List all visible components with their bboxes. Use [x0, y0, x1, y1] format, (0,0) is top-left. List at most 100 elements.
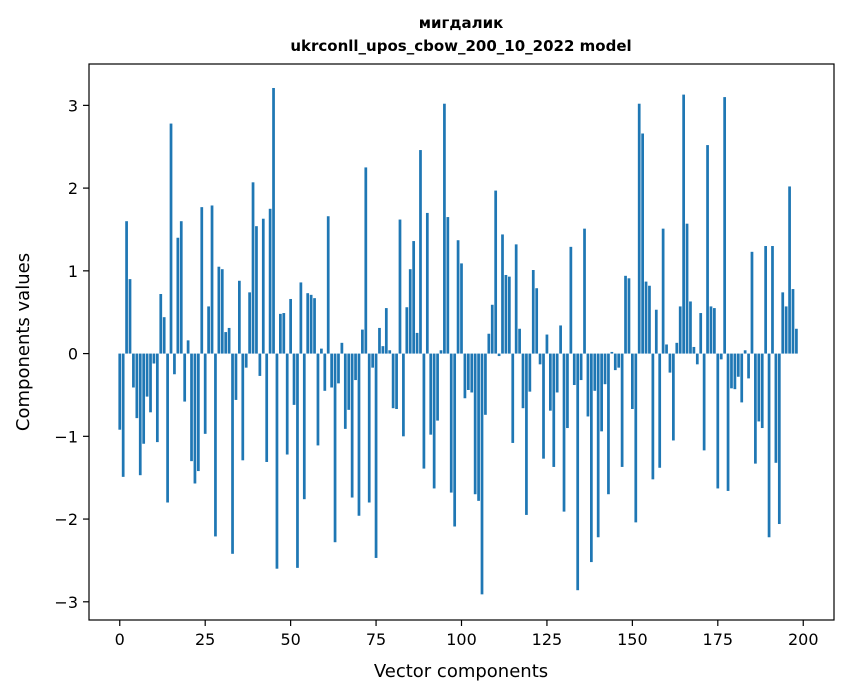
bar — [282, 313, 286, 354]
bar — [747, 353, 750, 379]
bar — [128, 279, 132, 354]
bar — [449, 353, 453, 493]
bar — [384, 308, 388, 354]
bar — [706, 145, 709, 354]
bar — [179, 221, 183, 354]
bar — [470, 353, 474, 393]
bar — [292, 353, 296, 405]
bar — [155, 353, 159, 443]
bar — [774, 353, 778, 463]
y-tick-label: −1 — [54, 427, 78, 446]
bar — [118, 353, 122, 430]
bar — [576, 353, 580, 591]
x-tick-label: 0 — [115, 630, 125, 649]
bar — [347, 353, 351, 410]
bar — [484, 353, 487, 415]
bar — [654, 309, 658, 354]
x-tick-label: 175 — [703, 630, 734, 649]
bar — [285, 353, 289, 455]
bar — [525, 353, 528, 515]
y-tick-label: 0 — [68, 345, 78, 364]
bar — [166, 353, 169, 503]
bar — [439, 350, 443, 354]
bar — [173, 353, 176, 375]
bar — [289, 298, 292, 354]
bar — [405, 307, 409, 354]
bar — [299, 282, 303, 354]
bar — [343, 353, 347, 429]
bar — [593, 353, 597, 391]
bar — [518, 328, 521, 354]
bar — [730, 353, 733, 389]
bar — [391, 353, 395, 409]
bar — [241, 353, 245, 461]
bar — [791, 289, 795, 354]
bar — [600, 353, 603, 432]
bar — [620, 353, 624, 467]
bar — [279, 313, 282, 354]
y-tick-label: 3 — [68, 96, 78, 115]
bar — [682, 94, 685, 354]
bar — [323, 353, 327, 391]
bar — [149, 353, 152, 413]
bar — [723, 97, 727, 354]
bar — [562, 353, 566, 512]
bar — [545, 334, 549, 354]
bar — [121, 353, 125, 477]
bar — [251, 182, 255, 354]
bar — [658, 353, 662, 468]
bar — [613, 353, 617, 371]
bar — [678, 306, 682, 354]
bar — [190, 353, 193, 462]
bar — [709, 306, 713, 354]
bar — [398, 219, 402, 354]
bar — [258, 353, 262, 376]
x-tick-label: 50 — [280, 630, 300, 649]
bar — [402, 353, 405, 437]
bar — [713, 308, 716, 354]
bar — [210, 205, 214, 354]
bar — [754, 353, 757, 464]
x-axis-label: Vector components — [374, 661, 548, 682]
bar — [412, 241, 416, 354]
bar — [665, 344, 668, 354]
bar — [504, 274, 508, 354]
x-axis-ticks: 0 25 50 75 100 125 150 175 200 — [115, 620, 819, 649]
bar — [217, 266, 221, 354]
bar — [320, 348, 323, 354]
bar — [255, 226, 258, 354]
bar — [186, 340, 190, 354]
bar — [350, 353, 354, 498]
bar — [443, 103, 446, 354]
bar — [196, 353, 200, 472]
bar — [169, 123, 173, 354]
bar — [781, 292, 785, 354]
bar — [408, 269, 412, 354]
bar — [371, 353, 375, 368]
bar — [361, 329, 364, 354]
bar — [364, 167, 368, 354]
bar — [771, 246, 774, 354]
bar — [521, 353, 525, 409]
bar — [203, 353, 207, 434]
bar — [480, 353, 484, 595]
bar — [333, 353, 337, 543]
bars-group — [118, 87, 798, 595]
bar — [610, 351, 614, 354]
bar — [302, 353, 306, 500]
bar — [306, 293, 310, 354]
bar — [531, 270, 535, 354]
bar — [265, 353, 269, 462]
bar — [699, 313, 703, 354]
bar — [422, 353, 426, 469]
bar — [514, 244, 518, 354]
bar — [757, 353, 761, 422]
bar — [220, 269, 224, 354]
bar — [162, 317, 166, 354]
bar — [538, 353, 542, 365]
bar — [378, 327, 381, 354]
y-tick-label: −3 — [54, 593, 78, 612]
bar — [569, 246, 573, 354]
bar — [296, 353, 299, 568]
